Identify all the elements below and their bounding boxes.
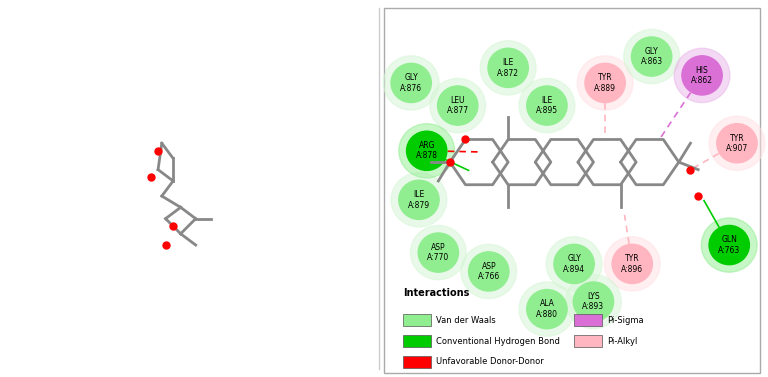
- Text: Interactions: Interactions: [403, 288, 470, 298]
- Circle shape: [674, 48, 730, 103]
- FancyBboxPatch shape: [574, 335, 601, 347]
- Circle shape: [573, 282, 614, 321]
- FancyBboxPatch shape: [403, 335, 431, 347]
- Text: GLN
A:763: GLN A:763: [718, 235, 740, 255]
- Text: ILE
A:895: ILE A:895: [536, 96, 558, 115]
- Text: TYR
A:896: TYR A:896: [621, 254, 644, 274]
- Text: LYS
A:893: LYS A:893: [582, 292, 604, 311]
- Circle shape: [527, 86, 567, 125]
- Text: ALA
A:880: ALA A:880: [536, 299, 558, 319]
- Circle shape: [565, 274, 621, 329]
- Circle shape: [488, 48, 528, 87]
- Circle shape: [554, 244, 594, 284]
- Text: Pi-Alkyl: Pi-Alkyl: [607, 337, 637, 346]
- Circle shape: [399, 124, 455, 178]
- Circle shape: [519, 78, 575, 133]
- Circle shape: [480, 41, 536, 95]
- Text: TYR
A:889: TYR A:889: [594, 73, 616, 93]
- Circle shape: [701, 218, 757, 272]
- FancyBboxPatch shape: [403, 356, 431, 368]
- Circle shape: [519, 282, 575, 336]
- Text: Van der Waals: Van der Waals: [436, 316, 496, 325]
- Text: ARG
A:878: ARG A:878: [415, 141, 438, 161]
- Text: ASP
A:766: ASP A:766: [478, 262, 500, 281]
- Text: Unfavorable Donor-Donor: Unfavorable Donor-Donor: [436, 357, 545, 366]
- Circle shape: [578, 56, 633, 110]
- Text: TYR
A:907: TYR A:907: [726, 133, 748, 153]
- Circle shape: [461, 244, 517, 299]
- Text: LEU
A:877: LEU A:877: [447, 96, 468, 115]
- Circle shape: [631, 37, 672, 76]
- Text: GLY
A:894: GLY A:894: [563, 254, 585, 274]
- Text: ILE
A:872: ILE A:872: [497, 58, 519, 78]
- Circle shape: [391, 63, 432, 103]
- Circle shape: [391, 173, 447, 227]
- Circle shape: [709, 116, 765, 170]
- Circle shape: [546, 237, 602, 291]
- Circle shape: [585, 63, 625, 103]
- Circle shape: [682, 56, 722, 95]
- Text: ILE
A:879: ILE A:879: [408, 190, 430, 210]
- Circle shape: [527, 290, 567, 329]
- Text: Pi-Sigma: Pi-Sigma: [607, 316, 644, 325]
- Circle shape: [418, 233, 458, 272]
- Text: GLY
A:876: GLY A:876: [400, 73, 422, 93]
- FancyBboxPatch shape: [403, 314, 431, 326]
- Circle shape: [410, 225, 466, 280]
- Circle shape: [406, 131, 447, 170]
- Text: HIS
A:862: HIS A:862: [691, 66, 713, 85]
- FancyBboxPatch shape: [384, 8, 760, 373]
- Circle shape: [709, 225, 750, 265]
- FancyBboxPatch shape: [574, 314, 601, 326]
- Circle shape: [399, 180, 439, 219]
- Text: GLY
A:863: GLY A:863: [641, 47, 663, 66]
- FancyBboxPatch shape: [0, 0, 376, 377]
- Circle shape: [624, 29, 680, 84]
- Text: Conventional Hydrogen Bond: Conventional Hydrogen Bond: [436, 337, 561, 346]
- Circle shape: [468, 252, 509, 291]
- Circle shape: [383, 56, 439, 110]
- Circle shape: [612, 244, 653, 284]
- Circle shape: [438, 86, 478, 125]
- Text: ASP
A:770: ASP A:770: [427, 243, 449, 262]
- Circle shape: [717, 124, 757, 163]
- Circle shape: [430, 78, 485, 133]
- Circle shape: [604, 237, 660, 291]
